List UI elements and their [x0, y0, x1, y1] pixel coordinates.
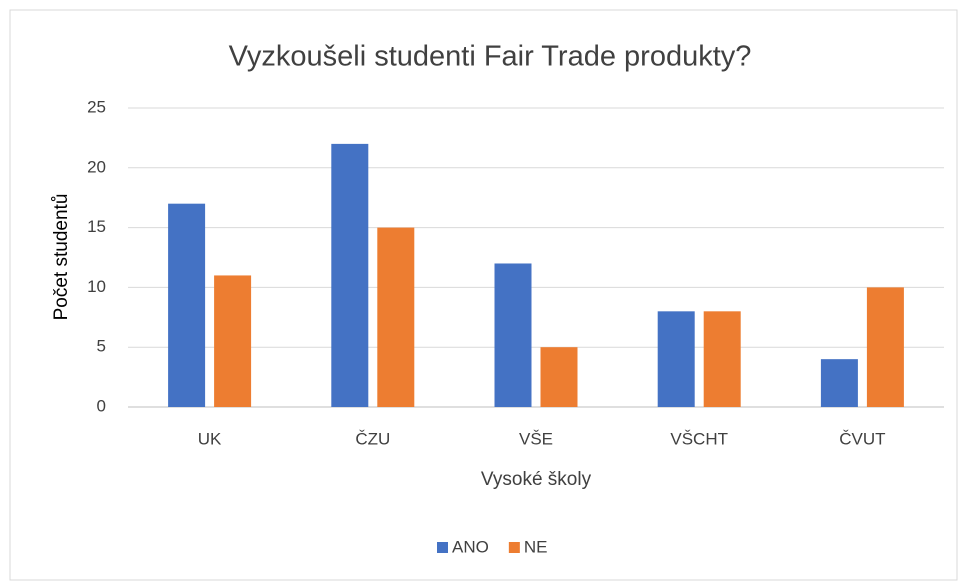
- x-tick-label: VŠCHT: [670, 429, 728, 448]
- bar: [377, 227, 415, 407]
- bar: [540, 347, 578, 407]
- bar: [703, 311, 741, 407]
- bar: [494, 263, 532, 407]
- x-axis-label: Vysoké školy: [481, 469, 592, 490]
- bar: [657, 311, 695, 407]
- y-tick-label: 15: [87, 217, 106, 236]
- chart-frame: [9, 9, 958, 581]
- x-tick-label: VŠE: [519, 429, 553, 448]
- legend-label: ANO: [452, 537, 489, 556]
- y-tick-label: 0: [97, 396, 106, 415]
- x-tick-label: UK: [198, 429, 222, 448]
- legend-swatch: [508, 542, 520, 553]
- bar: [866, 287, 904, 407]
- y-tick-label: 20: [87, 157, 106, 176]
- x-tick-label: ČZU: [355, 429, 390, 448]
- y-tick-label: 5: [97, 337, 106, 356]
- x-tick-label: ČVUT: [839, 429, 885, 448]
- bar: [168, 203, 206, 407]
- legend-label: NE: [524, 537, 548, 556]
- y-axis-label: Počet studentů: [51, 194, 72, 321]
- y-tick-label: 25: [87, 97, 106, 116]
- bar: [214, 275, 252, 407]
- y-tick-label: 10: [87, 277, 106, 296]
- bar: [820, 359, 858, 407]
- bar: [331, 143, 369, 407]
- legend-swatch: [437, 542, 448, 553]
- chart-title: Vyzkoušeli studenti Fair Trade produkty?: [229, 41, 752, 73]
